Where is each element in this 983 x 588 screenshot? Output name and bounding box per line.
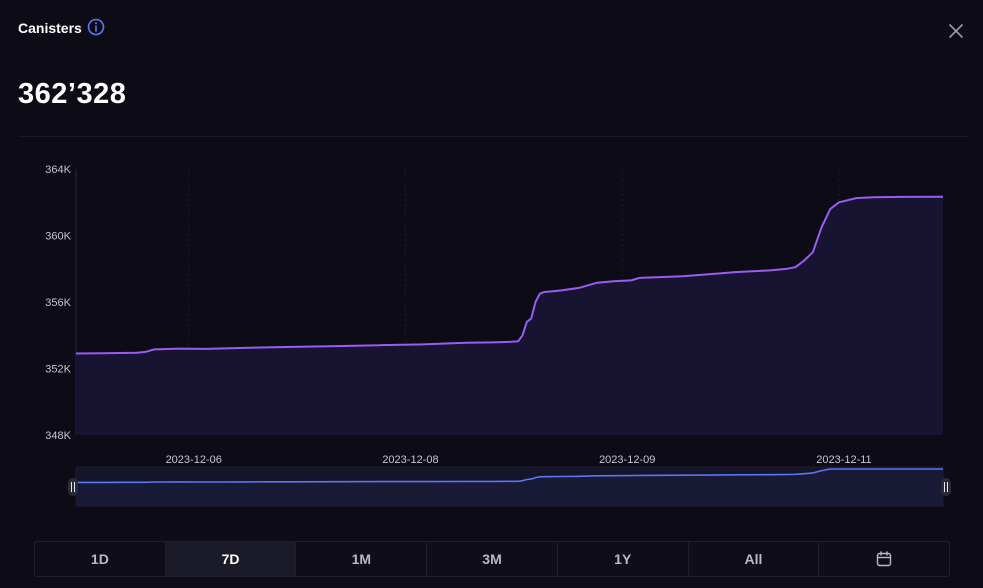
y-tick-label: 360K xyxy=(45,231,71,243)
navigator-area xyxy=(76,469,943,506)
info-circle-icon[interactable] xyxy=(87,18,105,36)
x-tick-label: 2023-12-11 xyxy=(816,454,871,466)
left-handle-icon[interactable] xyxy=(68,478,78,496)
range-1d-button[interactable]: 1D xyxy=(35,542,166,576)
range-1m-button[interactable]: 1M xyxy=(296,542,428,576)
navigator-line xyxy=(76,468,943,484)
y-tick-label: 352K xyxy=(45,364,71,376)
y-tick-label: 364K xyxy=(45,164,71,176)
area-fill xyxy=(76,196,943,435)
x-tick-label: 2023-12-06 xyxy=(166,454,222,466)
divider xyxy=(18,136,968,137)
right-handle-icon[interactable] xyxy=(941,478,951,496)
y-tick-label: 356K xyxy=(45,297,71,309)
series-line xyxy=(75,195,944,355)
range-7d-button[interactable]: 7D xyxy=(165,542,297,576)
range-1y-button[interactable]: 1Y xyxy=(558,542,689,576)
range-all-button[interactable]: All xyxy=(689,542,820,576)
y-tick-label: 348K xyxy=(45,430,71,442)
range-selector: 1D 7D 1M 3M 1Y All xyxy=(34,541,950,577)
range-3m-button[interactable]: 3M xyxy=(427,542,558,576)
close-icon[interactable] xyxy=(945,20,967,42)
x-tick-label: 2023-12-08 xyxy=(382,454,438,466)
calendar-button[interactable] xyxy=(819,542,949,576)
calendar-icon xyxy=(876,551,892,567)
canisters-chart: 364K 360K 356K 352K 348K 2023-12-06 2023-12-08… xyxy=(45,164,951,507)
panel-title: Canisters xyxy=(18,20,82,36)
x-tick-label: 2023-12-09 xyxy=(599,454,655,466)
current-value: 362’328 xyxy=(18,78,127,110)
